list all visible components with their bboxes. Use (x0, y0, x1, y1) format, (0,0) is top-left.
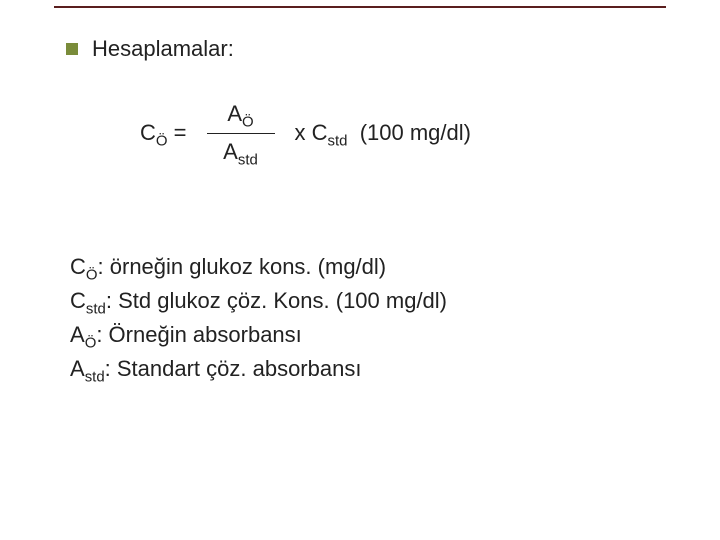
rhs-sub: std (328, 132, 348, 149)
square-bullet-icon (66, 43, 78, 55)
def1-text: : örneğin glukoz kons. (mg/dl) (98, 254, 387, 279)
definition-line-2: Cstd: Std glukoz çöz. Kons. (100 mg/dl) (70, 284, 447, 318)
formula-rhs: x Cstd (100 mg/dl) (295, 120, 471, 146)
lhs-eq: = (168, 120, 187, 145)
def3-text: : Örneğin absorbansı (96, 322, 301, 347)
lhs-sub: Ö (156, 132, 168, 149)
heading-text: Hesaplamalar: (92, 36, 234, 62)
def1-sym-sub: Ö (86, 266, 98, 283)
fraction-denominator: Astd (223, 138, 258, 167)
definition-line-4: Astd: Standart çöz. absorbansı (70, 352, 447, 386)
slide-root: Hesaplamalar: CÖ = AÖ Astd x Cstd (100 m… (0, 0, 720, 540)
def2-sym-base: C (70, 288, 86, 313)
definitions: CÖ: örneğin glukoz kons. (mg/dl) Cstd: S… (70, 250, 447, 386)
numer-sub: Ö (242, 113, 254, 130)
definition-line-3: AÖ: Örneğin absorbansı (70, 318, 447, 352)
def4-sym-sub: std (85, 369, 105, 386)
fraction-bar (207, 133, 275, 134)
def2-sym-sub: std (86, 300, 106, 317)
denom-base: A (223, 139, 238, 164)
def4-sym-base: A (70, 356, 85, 381)
bullet-row: Hesaplamalar: (66, 36, 234, 62)
fraction-numerator: AÖ (227, 100, 253, 129)
formula-lhs: CÖ = (140, 120, 187, 146)
def4-text: : Standart çöz. absorbansı (105, 356, 362, 381)
def3-sym-sub: Ö (85, 335, 97, 352)
def2-text: : Std glukoz çöz. Kons. (100 mg/dl) (106, 288, 447, 313)
rhs-suffix: (100 mg/dl) (360, 120, 471, 145)
formula: CÖ = AÖ Astd x Cstd (100 mg/dl) (140, 100, 471, 166)
def3-sym-base: A (70, 322, 85, 347)
formula-fraction: AÖ Astd (207, 100, 275, 166)
denom-sub: std (238, 151, 258, 168)
numer-base: A (227, 101, 242, 126)
divider-top (54, 6, 666, 8)
def1-sym-base: C (70, 254, 86, 279)
lhs-base: C (140, 120, 156, 145)
rhs-prefix: x C (295, 120, 328, 145)
definition-line-1: CÖ: örneğin glukoz kons. (mg/dl) (70, 250, 447, 284)
